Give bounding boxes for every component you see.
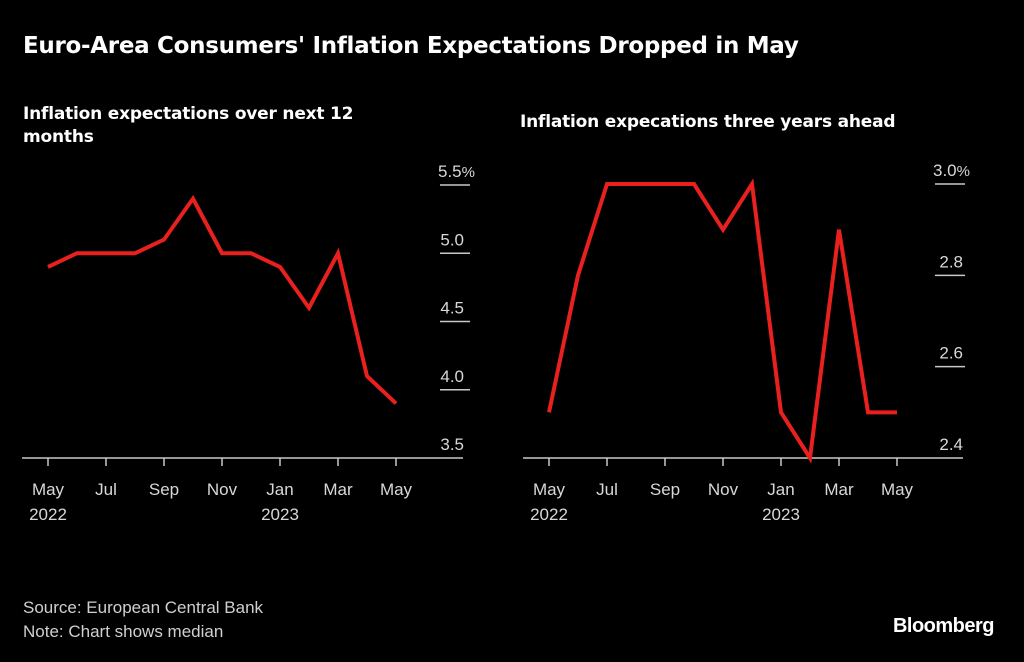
- x-tick-label: Jul: [596, 480, 618, 499]
- x-tick-label: May: [32, 480, 65, 499]
- bloomberg-logo: Bloomberg: [892, 615, 995, 637]
- y-tick-label: 4.5: [440, 299, 464, 318]
- y-tick-label: 3.5: [440, 435, 464, 454]
- median-note: Note: Chart shows median: [23, 622, 224, 641]
- x-tick-year-label: 2022: [29, 505, 67, 524]
- percent-sign: %: [462, 164, 475, 181]
- percent-sign: %: [957, 163, 970, 180]
- x-tick-year-label: 2023: [261, 505, 299, 524]
- y-tick-label: 3.0%: [933, 161, 970, 180]
- right-line-chart: 3.0% 2.8 2.6 2.4 May 2022 Jul Sep Nov Jan 2023 Mar M…: [523, 161, 970, 524]
- y-tick-label: 2.8: [939, 252, 963, 271]
- x-tick-label: Sep: [650, 480, 680, 499]
- x-tick-label: Jul: [95, 480, 117, 499]
- y-tick-label: 5.0: [440, 230, 464, 249]
- y-tick-label: 5.5%: [438, 162, 475, 181]
- x-tick-label: May: [881, 480, 914, 499]
- x-tick-label: Jan: [767, 480, 794, 499]
- x-tick-label: May: [533, 480, 566, 499]
- x-tick-label: Nov: [207, 480, 238, 499]
- x-tick-label: Mar: [323, 480, 353, 499]
- y-tick-label: 4.0: [440, 367, 464, 386]
- source-note: Source: European Central Bank: [23, 598, 264, 617]
- footer-notes: Source: European Central Bank Note: Char…: [23, 596, 263, 644]
- x-tick-year-label: 2023: [762, 505, 800, 524]
- left-chart-subtitle: Inflation expectations over next 12 mont…: [23, 104, 354, 147]
- x-tick-label: Mar: [824, 480, 854, 499]
- left-line-chart: 5.5% 5.0 4.5 4.0 3.5 May 2022 Jul Sep Nov Jan 2023 M…: [22, 162, 475, 524]
- x-tick-label: May: [380, 480, 413, 499]
- x-tick-label: Nov: [708, 480, 739, 499]
- y-tick-label: 2.4: [939, 435, 963, 454]
- x-tick-label: Jan: [266, 480, 293, 499]
- chart-title: Euro-Area Consumers' Inflation Expectati…: [23, 33, 799, 59]
- series-line: [547, 178, 897, 464]
- x-tick-label: Sep: [149, 480, 179, 499]
- y-tick-label: 2.6: [939, 344, 963, 363]
- x-tick-year-label: 2022: [530, 505, 568, 524]
- right-chart-subtitle: Inflation expecations three years ahead: [520, 112, 896, 132]
